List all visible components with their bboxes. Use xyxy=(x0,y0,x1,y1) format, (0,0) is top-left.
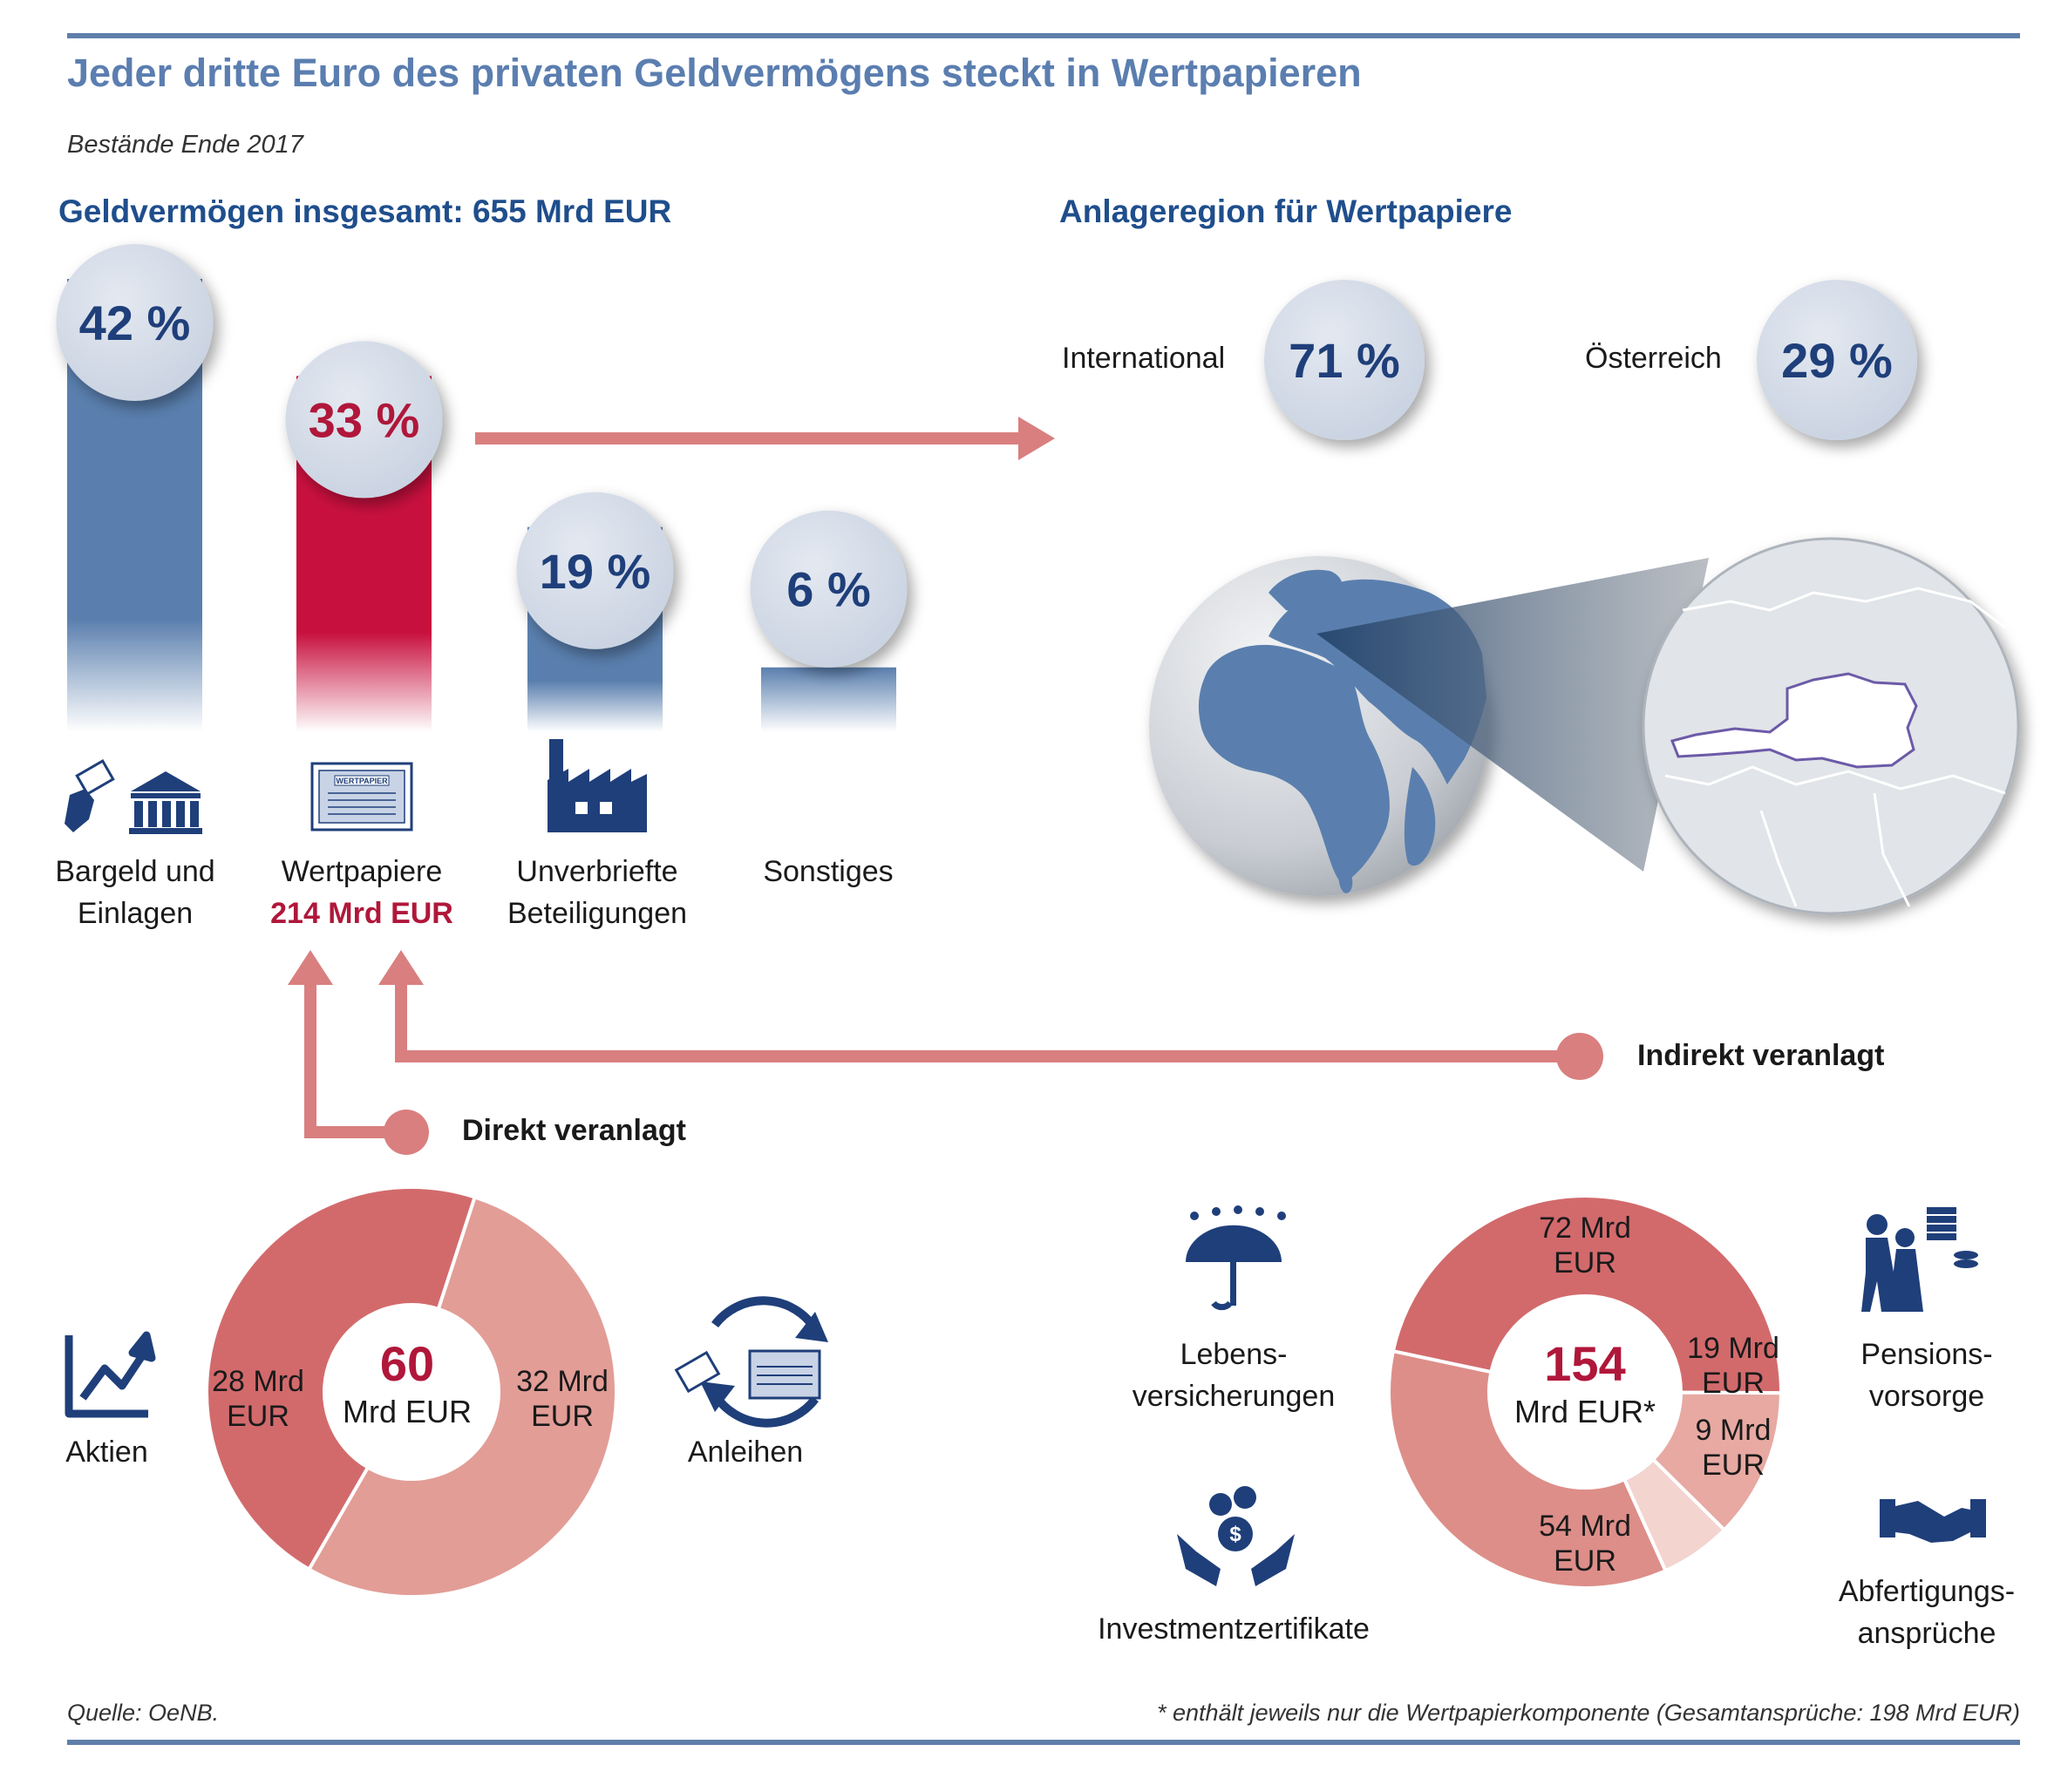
money-hands-icon: $ xyxy=(1177,1486,1295,1586)
donut-indirect-slice-label-3-1: 9 Mrd xyxy=(1696,1414,1772,1447)
arrow-to-region xyxy=(475,417,1055,460)
region-circle-international xyxy=(1264,280,1425,440)
item-label-pension-line1: Pensions- xyxy=(1860,1338,1993,1371)
donut-indirect-hole xyxy=(1491,1298,1679,1486)
factory-icon xyxy=(548,739,647,832)
category-label-securities-line1: Wertpapiere xyxy=(281,855,443,888)
bank-cash-icon xyxy=(65,759,202,834)
right-section-heading: Anlageregion für Wertpapiere xyxy=(1059,193,1513,229)
security-certificate-icon: WERTPAPIER xyxy=(310,762,413,832)
item-label-investment-certificates: Investmentzertifikate xyxy=(1098,1612,1370,1646)
item-label-pension-line2: vorsorge xyxy=(1868,1380,1985,1413)
bar-value-circle-2 xyxy=(285,341,443,499)
direct-unit: Mrd EUR xyxy=(343,1394,472,1429)
item-label-severance-line1: Abfertigungs- xyxy=(1838,1575,2016,1608)
bottom-rule xyxy=(67,1740,2020,1745)
donut-direct-slice-label-2-1: 32 Mrd xyxy=(516,1365,609,1398)
donut-direct-hole xyxy=(326,1307,497,1477)
item-label-stocks: Aktien xyxy=(65,1436,148,1469)
bond-exchange-icon xyxy=(674,1296,828,1428)
bar-value-circle-3 xyxy=(516,492,674,649)
category-label-equity: Unverbriefte Beteiligungen xyxy=(488,851,706,934)
category-label-securities-amount: 214 Mrd EUR xyxy=(270,897,453,930)
donut-direct-slice-1 xyxy=(205,1185,478,1572)
indirect-total: 154 xyxy=(1544,1336,1625,1391)
direct-arrow xyxy=(288,950,429,1155)
category-label-other: Sonstiges xyxy=(763,855,894,888)
region-label-international: International xyxy=(1062,342,1226,375)
category-label-cash: Bargeld und Einlagen xyxy=(35,851,235,934)
donut-indirect-slice-label-3-2: EUR xyxy=(1702,1449,1765,1482)
source-note: Quelle: OeNB. xyxy=(67,1700,220,1726)
globe-illustration xyxy=(1149,537,2020,915)
direct-total: 60 xyxy=(380,1336,434,1391)
category-label-cash-line2: Einlagen xyxy=(77,897,194,930)
bar-value-label-2: 33 % xyxy=(309,392,420,447)
item-label-life-insurance-line2: versicherungen xyxy=(1132,1380,1336,1413)
svg-text:$: $ xyxy=(1229,1523,1241,1546)
bar-group: 42 % 33 % 19 % 6 % xyxy=(56,244,908,732)
donut-indirect-slice-4 xyxy=(1387,1348,1668,1590)
donut-indirect-slice-label-1-2: EUR xyxy=(1554,1246,1616,1280)
page-title: Jeder dritte Euro des privaten Geldvermö… xyxy=(67,51,1362,95)
stock-chart-icon xyxy=(65,1331,156,1418)
elderly-couple-icon xyxy=(1861,1207,1978,1312)
direct-label: Direkt veranlagt xyxy=(462,1114,686,1147)
umbrella-rain-icon xyxy=(1186,1205,1286,1311)
bar-value-circle-4 xyxy=(750,510,908,668)
donut-indirect-slice-label-2-2: EUR xyxy=(1702,1367,1765,1400)
bar-value-label-1: 42 % xyxy=(79,295,191,350)
indirect-arrow xyxy=(378,950,1603,1080)
donut-indirect-slice-label-4-1: 54 Mrd xyxy=(1539,1510,1631,1543)
donut-indirect-slice-label-2-1: 19 Mrd xyxy=(1687,1332,1779,1365)
donut-direct-slice-2 xyxy=(306,1194,618,1599)
item-label-life-insurance: Lebens- versicherungen xyxy=(1107,1334,1360,1417)
item-label-life-insurance-line1: Lebens- xyxy=(1180,1338,1288,1371)
item-label-pension: Pensions- vorsorge xyxy=(1831,1334,2023,1417)
region-pct-international: 71 % xyxy=(1289,333,1400,388)
donut-indirect-slice-label-4-2: EUR xyxy=(1554,1544,1616,1578)
item-label-bonds: Anleihen xyxy=(687,1436,804,1469)
bar-value-circle-1 xyxy=(56,244,214,401)
donut-direct-slice-label-2-2: EUR xyxy=(531,1400,594,1433)
region-circle-austria xyxy=(1757,280,1917,440)
indirect-label: Indirekt veranlagt xyxy=(1637,1039,1885,1072)
bar-4 xyxy=(761,667,896,732)
item-label-severance-line2: ansprüche xyxy=(1857,1617,1996,1650)
donut-indirect-slice-label-1-1: 72 Mrd xyxy=(1539,1212,1631,1245)
region-label-austria: Österreich xyxy=(1585,342,1722,375)
category-label-equity-line1: Unverbriefte xyxy=(516,855,678,888)
item-label-severance: Abfertigungs- ansprüche xyxy=(1822,1571,2031,1654)
donut-direct-slice-label-1-2: EUR xyxy=(227,1400,289,1433)
donut-direct-slice-label-1-1: 28 Mrd xyxy=(212,1365,304,1398)
bar-value-label-4: 6 % xyxy=(786,562,871,617)
category-label-cash-line1: Bargeld und xyxy=(55,855,215,888)
donut-indirect-slice-1 xyxy=(1391,1194,1784,1395)
bar-value-label-3: 19 % xyxy=(540,544,651,599)
region-pct-austria: 29 % xyxy=(1781,333,1893,388)
left-section-heading: Geldvermögen insgesamt: 655 Mrd EUR xyxy=(58,193,672,229)
handshake-icon xyxy=(1880,1499,1986,1543)
category-label-equity-line2: Beteiligungen xyxy=(507,897,688,930)
subtitle: Bestände Ende 2017 xyxy=(67,131,303,159)
indirect-unit: Mrd EUR* xyxy=(1514,1394,1656,1429)
footnote: * enthält jeweils nur die Wertpapierkomp… xyxy=(1157,1700,2020,1726)
certificate-text: WERTPAPIER xyxy=(336,777,388,785)
top-rule xyxy=(67,33,2020,38)
category-label-securities: Wertpapiere 214 Mrd EUR xyxy=(248,851,475,934)
